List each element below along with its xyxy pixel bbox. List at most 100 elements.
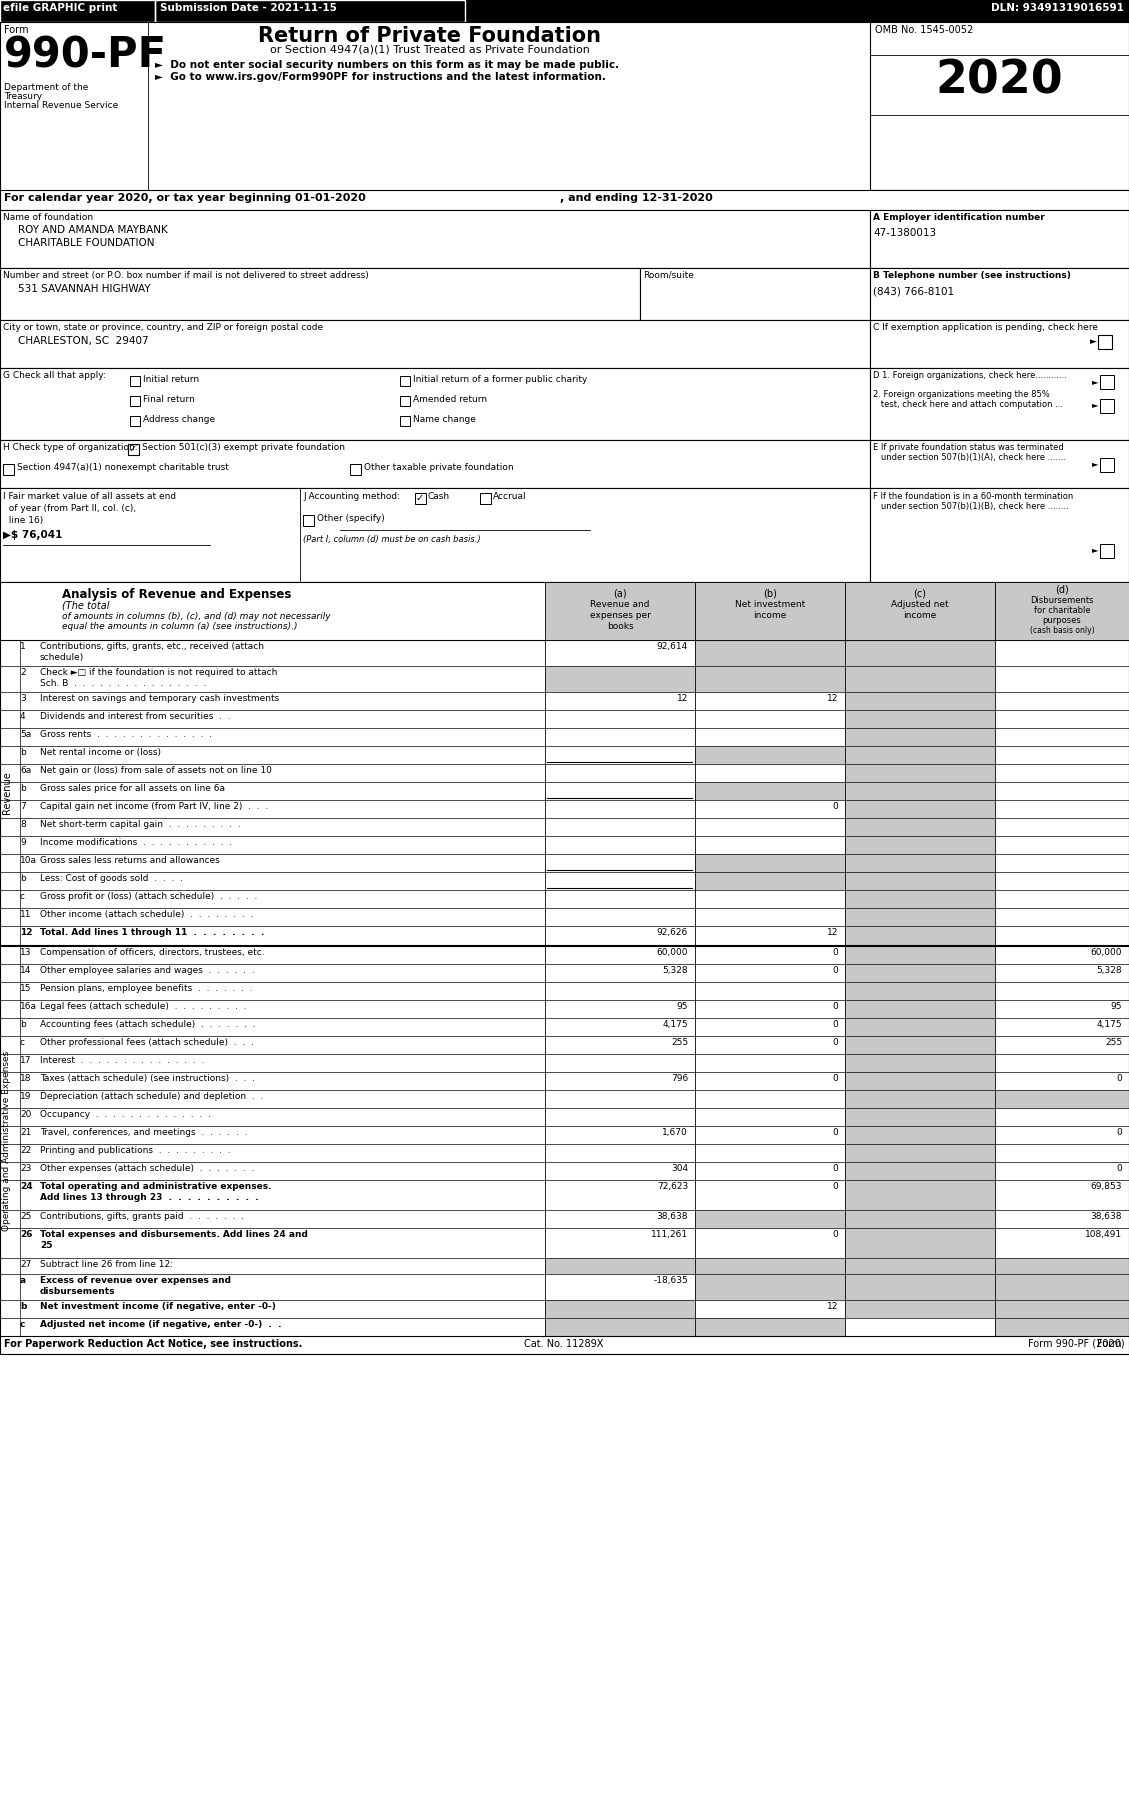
Text: 11: 11 — [20, 910, 32, 919]
Text: G Check all that apply:: G Check all that apply: — [3, 370, 106, 379]
Text: 95: 95 — [676, 1001, 688, 1010]
Text: ►: ► — [1092, 378, 1099, 387]
Text: Analysis of Revenue and Expenses: Analysis of Revenue and Expenses — [62, 588, 296, 601]
Text: or Section 4947(a)(1) Trust Treated as Private Foundation: or Section 4947(a)(1) Trust Treated as P… — [270, 45, 590, 56]
Bar — [1100, 399, 1114, 414]
Text: 0: 0 — [832, 1019, 838, 1028]
Text: 20: 20 — [20, 1109, 32, 1118]
Bar — [400, 376, 410, 387]
Text: Gross sales less returns and allowances: Gross sales less returns and allowances — [40, 856, 220, 865]
Text: Printing and publications  .  .  .  .  .  .  .  .  .: Printing and publications . . . . . . . … — [40, 1145, 230, 1154]
Bar — [695, 872, 844, 890]
Bar — [0, 268, 640, 320]
Text: For calendar year 2020, or tax year beginning 01-01-2020: For calendar year 2020, or tax year begi… — [5, 192, 366, 203]
Text: 69,853: 69,853 — [1091, 1181, 1122, 1190]
Bar — [844, 946, 995, 964]
Text: 60,000: 60,000 — [1091, 948, 1122, 957]
Text: Treasury: Treasury — [5, 92, 42, 101]
Bar — [844, 1210, 995, 1228]
Bar — [844, 782, 995, 800]
Text: 531 SAVANNAH HIGHWAY: 531 SAVANNAH HIGHWAY — [18, 284, 150, 295]
Text: 796: 796 — [671, 1073, 688, 1082]
Text: ✓: ✓ — [129, 444, 137, 455]
Text: Accrual: Accrual — [493, 493, 526, 502]
Text: ►: ► — [1092, 545, 1099, 554]
Bar — [480, 493, 491, 503]
Text: 38,638: 38,638 — [1091, 1212, 1122, 1221]
Text: For Paperwork Reduction Act Notice, see instructions.: For Paperwork Reduction Act Notice, see … — [5, 1340, 303, 1348]
Text: Legal fees (attach schedule)  .  .  .  .  .  .  .  .  .: Legal fees (attach schedule) . . . . . .… — [40, 1001, 246, 1010]
Text: b: b — [20, 748, 26, 757]
Bar — [844, 926, 995, 946]
Text: 18: 18 — [20, 1073, 32, 1082]
Text: Initial return: Initial return — [143, 376, 199, 385]
Text: of year (from Part II, col. (c),: of year (from Part II, col. (c), — [3, 503, 137, 512]
Bar — [0, 369, 870, 441]
Text: 1: 1 — [20, 642, 26, 651]
Text: Gross rents  .  .  .  .  .  .  .  .  .  .  .  .  .  .: Gross rents . . . . . . . . . . . . . . — [40, 730, 212, 739]
Text: 60,000: 60,000 — [656, 948, 688, 957]
Bar — [545, 1318, 695, 1336]
Bar — [695, 1318, 844, 1336]
Text: income: income — [753, 611, 787, 620]
Text: ►: ► — [1092, 401, 1099, 410]
Text: 22: 22 — [20, 1145, 32, 1154]
Text: , and ending 12-31-2020: , and ending 12-31-2020 — [560, 192, 712, 203]
Text: Address change: Address change — [143, 415, 216, 424]
Bar — [870, 115, 1129, 191]
Bar — [695, 746, 844, 764]
Text: 23: 23 — [20, 1163, 32, 1172]
Text: Contributions, gifts, grants paid  .  .  .  .  .  .  .: Contributions, gifts, grants paid . . . … — [40, 1212, 244, 1221]
Text: Net gain or (loss) from sale of assets not on line 10: Net gain or (loss) from sale of assets n… — [40, 766, 272, 775]
Text: 5,328: 5,328 — [663, 966, 688, 975]
Bar — [844, 854, 995, 872]
Text: disbursements: disbursements — [40, 1287, 115, 1296]
Text: 38,638: 38,638 — [656, 1212, 688, 1221]
Bar — [3, 464, 14, 475]
Text: (The total: (The total — [62, 601, 110, 610]
Text: (c): (c) — [913, 588, 927, 599]
Text: 12: 12 — [826, 928, 838, 937]
Text: 15: 15 — [20, 984, 32, 992]
Text: a: a — [20, 1277, 26, 1286]
Text: (cash basis only): (cash basis only) — [1030, 626, 1094, 635]
Bar — [870, 210, 1129, 268]
Text: 92,626: 92,626 — [657, 928, 688, 937]
Bar — [0, 441, 870, 487]
Bar — [695, 1210, 844, 1228]
Bar — [844, 1275, 995, 1300]
Bar — [844, 982, 995, 1000]
Text: CHARLESTON, SC  29407: CHARLESTON, SC 29407 — [18, 336, 149, 345]
Text: income: income — [903, 611, 937, 620]
Text: Section 501(c)(3) exempt private foundation: Section 501(c)(3) exempt private foundat… — [142, 442, 345, 451]
Text: C If exemption application is pending, check here: C If exemption application is pending, c… — [873, 324, 1097, 333]
Text: Open to Public: Open to Public — [942, 120, 1057, 135]
Text: Other employee salaries and wages  .  .  .  .  .  .: Other employee salaries and wages . . . … — [40, 966, 255, 975]
Bar — [844, 692, 995, 710]
Text: Subtract line 26 from line 12:: Subtract line 26 from line 12: — [40, 1260, 173, 1269]
Text: c: c — [20, 1037, 25, 1046]
Bar — [0, 210, 870, 268]
Text: equal the amounts in column (a) (see instructions).): equal the amounts in column (a) (see ins… — [62, 622, 298, 631]
Text: 72,623: 72,623 — [657, 1181, 688, 1190]
Bar — [870, 320, 1129, 369]
Text: 0: 0 — [832, 1163, 838, 1172]
Bar — [695, 665, 844, 692]
Text: ►: ► — [1089, 338, 1097, 347]
Text: City or town, state or province, country, and ZIP or foreign postal code: City or town, state or province, country… — [3, 324, 323, 333]
Text: Amended return: Amended return — [413, 396, 487, 405]
Text: 10a: 10a — [20, 856, 37, 865]
Text: Inspection: Inspection — [959, 137, 1040, 149]
Text: D 1. Foreign organizations, check here............: D 1. Foreign organizations, check here..… — [873, 370, 1067, 379]
Text: b: b — [20, 1019, 26, 1028]
Text: Contributions, gifts, grants, etc., received (attach: Contributions, gifts, grants, etc., rece… — [40, 642, 264, 651]
Bar — [545, 1259, 695, 1275]
Text: ►  Do not enter social security numbers on this form as it may be made public.: ► Do not enter social security numbers o… — [155, 59, 619, 70]
Text: Accounting fees (attach schedule)  .  .  .  .  .  .  .: Accounting fees (attach schedule) . . . … — [40, 1019, 255, 1028]
Text: 19: 19 — [20, 1091, 32, 1100]
Text: 25: 25 — [20, 1212, 32, 1221]
Bar — [995, 1275, 1129, 1300]
Text: 304: 304 — [671, 1163, 688, 1172]
Bar — [0, 320, 870, 369]
Text: OMB No. 1545-0052: OMB No. 1545-0052 — [875, 25, 973, 34]
